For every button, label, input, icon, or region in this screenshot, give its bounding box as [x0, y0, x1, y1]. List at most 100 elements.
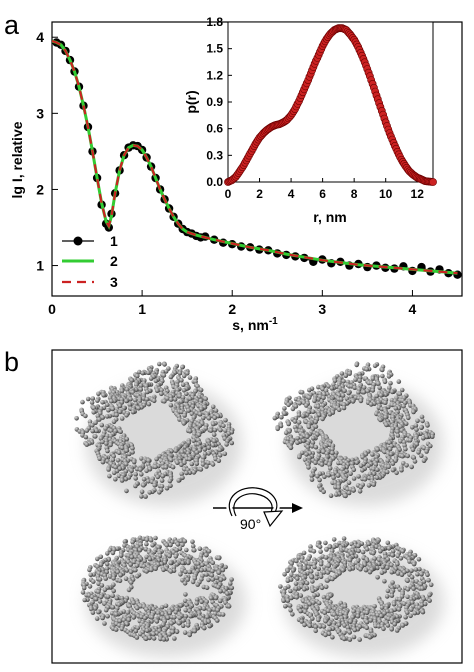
bead — [420, 418, 425, 424]
bead — [185, 577, 190, 582]
bead — [385, 458, 391, 464]
bead — [194, 597, 200, 602]
bead — [206, 460, 211, 466]
bead — [411, 561, 417, 567]
bead — [361, 385, 367, 390]
bead — [108, 442, 113, 448]
bead — [394, 470, 399, 476]
bead — [203, 396, 208, 402]
bead — [403, 421, 409, 427]
bead — [143, 636, 149, 641]
bead — [308, 569, 314, 574]
bead — [427, 592, 432, 598]
bead — [294, 595, 300, 600]
main-x-axis-title: s, nm-1 — [232, 316, 278, 333]
bead — [424, 449, 429, 454]
inset-x-tick-label: 8 — [351, 187, 358, 201]
bead — [212, 415, 218, 421]
bead — [379, 605, 385, 610]
bead — [160, 461, 165, 467]
bead — [360, 468, 365, 473]
bead — [147, 556, 153, 562]
bead — [149, 567, 154, 573]
bead — [340, 568, 346, 573]
bead — [159, 391, 164, 397]
bead — [103, 607, 109, 613]
bead — [119, 626, 125, 632]
main-x-tick-label: 0 — [48, 301, 56, 317]
bead — [368, 402, 374, 407]
bead — [325, 570, 331, 575]
bead — [100, 459, 106, 465]
bead — [297, 401, 302, 406]
bead — [124, 621, 130, 627]
bead — [157, 490, 162, 495]
bead — [97, 456, 102, 462]
bead — [104, 561, 110, 567]
bead — [95, 556, 100, 562]
bead — [74, 416, 79, 421]
bead — [181, 373, 187, 379]
bead — [356, 543, 361, 549]
bead — [159, 604, 165, 610]
bead — [374, 475, 380, 481]
bead — [410, 425, 415, 430]
bead — [98, 594, 104, 600]
bead — [91, 410, 96, 415]
bead — [316, 617, 321, 623]
rotation-axis-arrowhead — [292, 503, 303, 513]
bead — [210, 462, 216, 467]
bead — [309, 574, 315, 580]
bead — [139, 472, 144, 477]
bead — [117, 409, 123, 415]
bead — [341, 536, 347, 541]
legend-label-1: 1 — [110, 233, 118, 249]
bead — [96, 589, 101, 595]
main-y-tick-label: 3 — [36, 105, 44, 121]
bead — [419, 453, 424, 459]
bead — [331, 382, 336, 387]
bead — [178, 603, 184, 608]
bead — [187, 375, 193, 380]
bead — [345, 487, 350, 492]
bead — [421, 458, 427, 464]
bead — [305, 444, 311, 450]
bead — [149, 615, 155, 620]
bead — [305, 434, 310, 440]
bead — [415, 571, 420, 577]
bead — [326, 608, 331, 614]
bead — [356, 474, 361, 479]
inset-x-tick-label: 10 — [379, 187, 393, 201]
main-x-tick-label: 2 — [228, 301, 236, 317]
bead — [288, 607, 293, 613]
bead — [164, 485, 170, 491]
bead — [287, 603, 293, 608]
bead — [197, 411, 203, 417]
bead — [144, 569, 149, 574]
bead — [351, 609, 356, 614]
bead — [213, 408, 219, 414]
bead — [302, 622, 307, 628]
bead — [83, 434, 89, 440]
bead — [386, 546, 392, 551]
bead — [314, 575, 319, 581]
legend-label-2: 2 — [110, 253, 118, 269]
bead — [309, 444, 315, 449]
bead — [430, 434, 435, 440]
bead — [138, 631, 143, 637]
bead — [161, 637, 167, 642]
bead — [134, 605, 140, 611]
bead — [285, 568, 290, 574]
bead — [96, 609, 101, 615]
bead — [312, 564, 317, 570]
bead — [412, 459, 418, 464]
bead — [306, 424, 312, 430]
bead — [187, 470, 193, 476]
bead — [329, 386, 335, 391]
bead — [184, 391, 189, 397]
bead — [182, 598, 188, 604]
bead — [176, 620, 182, 626]
bead — [122, 543, 127, 548]
bead — [323, 584, 329, 590]
bead — [371, 471, 377, 477]
